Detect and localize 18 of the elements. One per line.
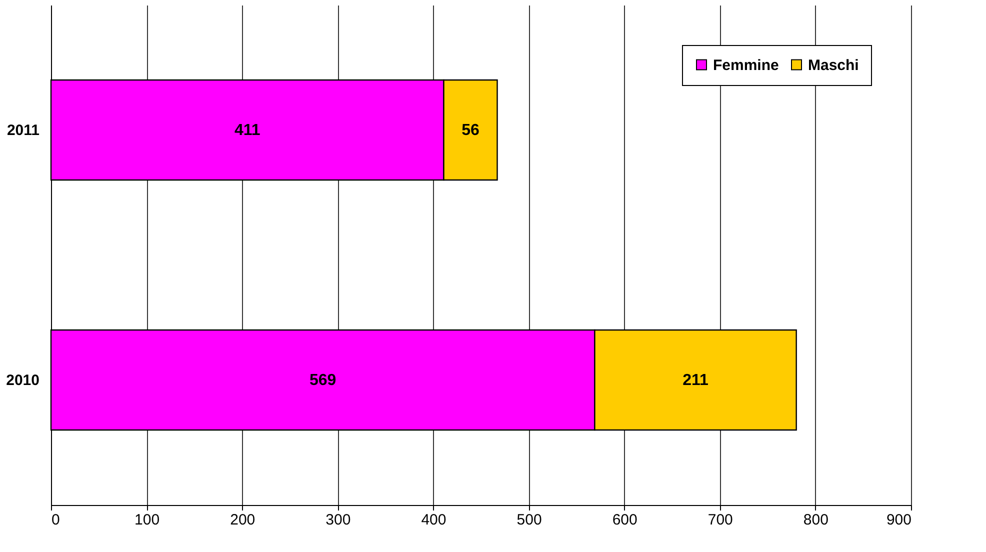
- x-tick-label: 200: [230, 512, 256, 528]
- data-label: 411: [234, 122, 260, 139]
- x-tick-label: 800: [803, 512, 828, 528]
- x-tick-label: 0: [52, 512, 60, 528]
- data-label: 56: [462, 122, 480, 139]
- data-label: 569: [310, 372, 336, 389]
- legend-label: Maschi: [808, 56, 859, 74]
- x-tick-label: 100: [134, 512, 160, 528]
- x-tick-label: 300: [326, 512, 351, 528]
- x-tick-label: 700: [708, 512, 733, 528]
- x-tick-label: 900: [886, 512, 912, 528]
- y-tick-label: 2011: [6, 122, 40, 139]
- x-tick-label: 600: [612, 512, 638, 528]
- data-label: 211: [682, 372, 709, 389]
- y-tick-label: 2010: [6, 372, 40, 389]
- x-tick-label: 400: [421, 512, 446, 528]
- legend-label: Femmine: [713, 56, 779, 74]
- x-tick-label: 500: [516, 512, 542, 528]
